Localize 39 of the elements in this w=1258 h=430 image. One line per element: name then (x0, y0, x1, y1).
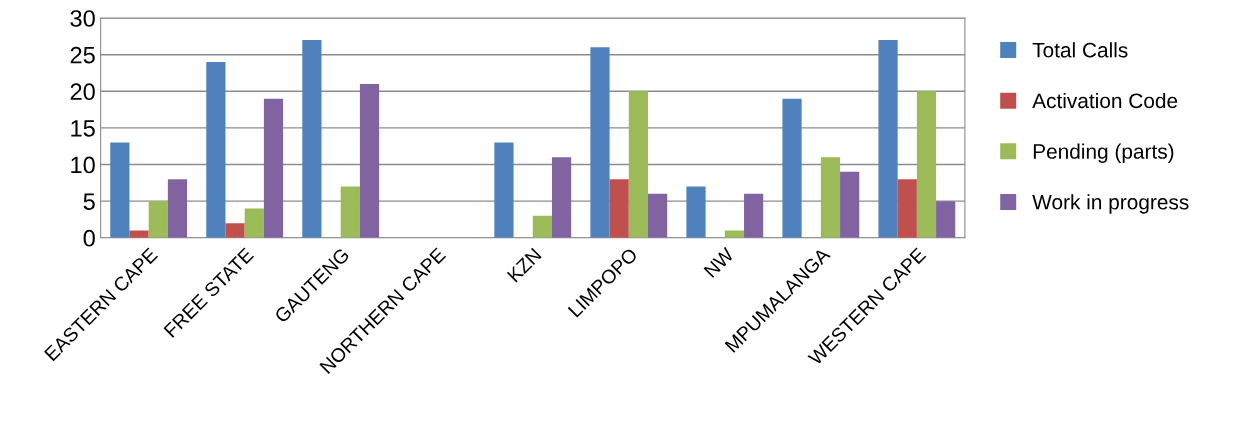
bar (148, 201, 168, 238)
bar (129, 230, 149, 238)
bar (206, 62, 226, 238)
bar (609, 179, 629, 238)
bar (878, 40, 898, 238)
y-tick-label: 30 (70, 10, 95, 27)
bar (244, 208, 264, 238)
bar (840, 171, 860, 238)
bar (724, 230, 745, 238)
legend-label: Total Calls (1032, 42, 1128, 58)
y-tick-label: 25 (70, 46, 95, 64)
bar (686, 186, 706, 238)
bar (167, 179, 188, 238)
bar (225, 223, 245, 238)
bar (302, 40, 322, 238)
legend-label: Activation Code (1032, 92, 1178, 109)
legend-label: Work in progress (1032, 194, 1189, 214)
bar (782, 98, 802, 238)
bar (820, 157, 841, 238)
bar (494, 142, 514, 238)
y-tick-label: 0 (83, 229, 95, 247)
y-tick-label: 10 (71, 156, 95, 174)
bar (916, 91, 937, 238)
bar (590, 47, 610, 238)
y-tick-label: 20 (70, 83, 95, 101)
legend-label: Pending (parts) (1033, 143, 1174, 163)
bar (263, 98, 284, 238)
bar (936, 201, 956, 238)
bar (340, 186, 360, 238)
bar (551, 157, 572, 238)
bar (110, 142, 130, 238)
bar (648, 193, 668, 238)
bar (359, 83, 380, 238)
bar (532, 215, 552, 238)
bar (897, 179, 917, 238)
bar (628, 91, 648, 238)
y-tick-label: 5 (83, 193, 95, 210)
bar (744, 193, 764, 238)
y-tick-label: 15 (71, 120, 95, 137)
